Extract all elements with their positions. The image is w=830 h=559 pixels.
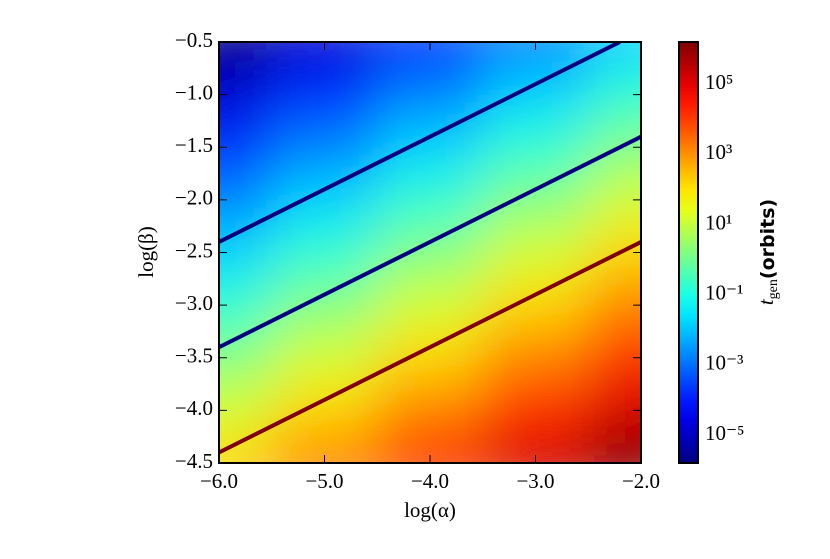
colorbar-symbol: t (754, 298, 778, 305)
heatmap-cell (271, 120, 379, 175)
colorbar (678, 41, 699, 464)
heatmap-cell (377, 68, 484, 122)
heatmap-cell (588, 436, 641, 463)
y-axis-label: log(β) (134, 226, 158, 278)
colorbar-tick-label: 10³ (705, 140, 732, 164)
heatmap-cell (377, 226, 484, 280)
heatmap-cell (219, 331, 273, 386)
heatmap-cell (271, 68, 379, 122)
colorbar-unit: (orbits) (757, 199, 779, 279)
y-tick-label: −0.5 (175, 28, 213, 52)
heatmap-cell (588, 331, 641, 386)
heatmap-cell (588, 68, 641, 122)
heatmap-cell (377, 120, 484, 175)
heatmap-cell (271, 173, 379, 228)
heatmap-cell (482, 384, 590, 438)
colorbar-label: tgen(orbits) (754, 199, 781, 305)
heatmap-cell (219, 120, 273, 175)
heatmap-cell (271, 226, 379, 280)
y-tick-label: −2.5 (175, 238, 213, 262)
heatmap-cell (482, 120, 590, 175)
heatmap-cell (482, 68, 590, 122)
x-tick-label: −2.0 (622, 469, 660, 493)
y-tick-label: −4.0 (175, 396, 213, 420)
y-tick-label: −4.5 (175, 449, 213, 473)
heatmap-cell (377, 384, 484, 438)
heatmap-cell (271, 331, 379, 386)
y-tick-label: −2.0 (175, 186, 213, 210)
contours (219, 42, 641, 455)
y-tick-label: −1.0 (175, 80, 213, 104)
y-tick-label: −1.5 (175, 133, 213, 157)
heatmap-cell (482, 278, 590, 333)
x-tick-label: −6.0 (200, 469, 238, 493)
y-tick-label: −3.5 (175, 344, 213, 368)
colorbar-tick-label: 10¹ (705, 210, 732, 234)
colorbar-tick-label: 10⁻¹ (705, 281, 743, 305)
heatmap-cell (482, 331, 590, 386)
contour-line (219, 134, 641, 350)
heatmap-cell (482, 173, 590, 228)
contour-line (219, 240, 641, 455)
heatmap (219, 42, 641, 463)
heatmap-cell (588, 384, 641, 438)
heatmap-cell (377, 331, 484, 386)
heatmap-cell (219, 42, 273, 70)
heatmap-cell (377, 173, 484, 228)
heatmap-cell (271, 384, 379, 438)
heatmap-cell (588, 278, 641, 333)
heatmap-cells (219, 42, 641, 463)
colorbar-tick-label: 10⁻⁵ (705, 421, 744, 445)
colorbar-tick-label: 10⁻³ (705, 351, 743, 375)
x-axis-label: log(α) (404, 498, 456, 522)
colorbar-subscript: gen (766, 279, 781, 299)
x-tick-label: −5.0 (305, 469, 343, 493)
x-tick-label: −4.0 (411, 469, 449, 493)
y-tick-label: −3.0 (175, 291, 213, 315)
heatmap-cell (482, 226, 590, 280)
heatmap-cell (219, 226, 273, 280)
x-tick-label: −3.0 (516, 469, 554, 493)
heatmap-cell (219, 68, 273, 122)
heatmap-cell (377, 278, 484, 333)
colorbar-tick-label: 10⁵ (705, 70, 733, 94)
contour-line (219, 42, 621, 244)
heatmap-cell (271, 278, 379, 333)
heatmap-cell (588, 173, 641, 228)
